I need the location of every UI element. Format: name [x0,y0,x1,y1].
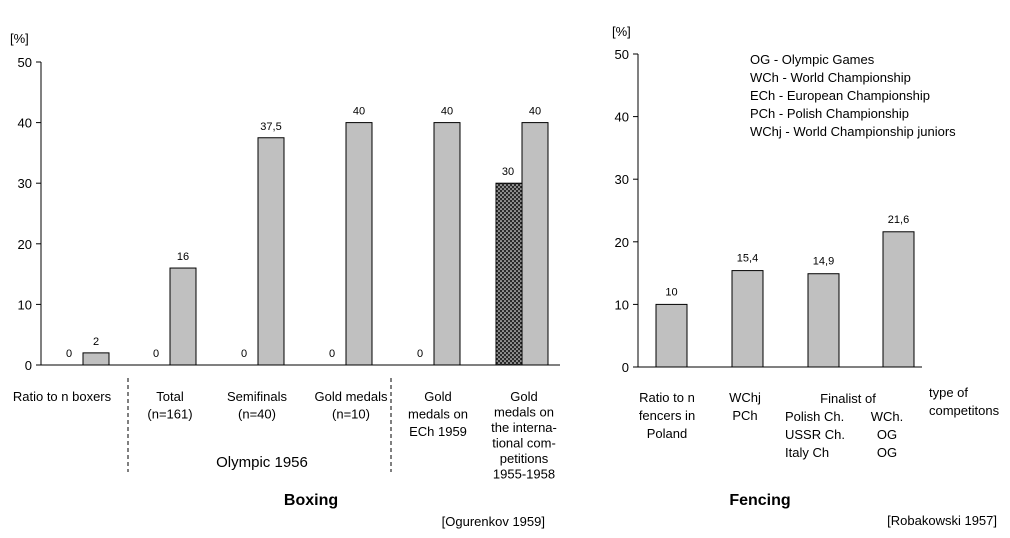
data-label: 0 [417,348,423,360]
bar-series2 [169,267,197,366]
y-tick-label: 20 [18,237,32,252]
x-tick-label: Poland [647,426,687,441]
legend-entry: OG - Olympic Games [750,52,875,67]
x-tick-label: fencers in [639,408,695,423]
bar-series1 [495,182,523,366]
x-tick-label: the interna- [491,420,557,435]
x-tick-label: OG [877,445,897,460]
y-tick-label: 10 [18,297,32,312]
y-axis-label: [%] [10,31,29,46]
x-tick-label: Gold medals [315,389,388,404]
y-tick-label: 0 [25,358,32,373]
bar [807,273,840,368]
y-tick-label: 40 [615,110,629,125]
x-tick-label: 1955-1958 [493,467,555,482]
bar-series2 [82,352,110,366]
x-tick-label: medals on [408,407,468,422]
x-tick-label: Semifinals [227,389,287,404]
legend-entry: ECh - European Championship [750,88,930,103]
data-label: 0 [329,348,335,360]
data-label: 14,9 [813,256,834,268]
data-label: 30 [502,166,514,178]
x-tick-label: (n=161) [147,407,192,422]
y-tick-label: 50 [18,55,32,70]
source-citation: [Robakowski 1957] [887,513,997,528]
data-label: 16 [177,251,189,263]
bar-series2 [345,122,373,366]
x-axis-label: type of [929,385,968,400]
x-tick-label: Gold [424,389,451,404]
data-label: 15,4 [737,253,758,265]
bar-series2 [521,122,549,366]
source-citation: [Ogurenkov 1959] [442,514,545,529]
x-tick-label: medals on [494,405,554,420]
legend-entry: WCh - World Championship [750,70,911,85]
x-tick-label: Ratio to n boxers [13,389,112,404]
x-tick-label: WChj [729,390,761,405]
x-tick-label: (n=10) [332,407,370,422]
y-tick-label: 20 [615,235,629,250]
data-label: 0 [241,348,247,360]
x-tick-label: Ratio to n [639,390,695,405]
data-label: 0 [153,348,159,360]
y-tick-label: 50 [615,47,629,62]
legend-entry: PCh - Polish Championship [750,106,909,121]
x-tick-label: Italy Ch [785,445,829,460]
chart-title: Fencing [729,492,790,509]
data-label: 37,5 [260,121,281,133]
legend-entry: WChj - World Championship juniors [750,124,956,139]
y-tick-label: 0 [622,360,629,375]
x-tick-label: Total [156,389,184,404]
x-tick-label: petitions [500,451,549,466]
x-axis-label: competitons [929,403,1000,418]
y-tick-label: 10 [615,297,629,312]
x-tick-label: ECh 1959 [409,424,467,439]
y-axis-label: [%] [612,24,631,39]
data-label: 21,6 [888,214,909,226]
group-label: Finalist of [820,391,876,406]
y-tick-label: 40 [18,116,32,131]
x-tick-label: Polish Ch. [785,409,844,424]
bar [731,270,764,368]
x-tick-label: tional com- [492,436,556,451]
data-label: 40 [353,106,365,118]
group-label: Olympic 1956 [216,454,308,471]
bar [882,231,915,368]
bar [655,303,688,368]
x-tick-label: Gold [510,389,537,404]
data-label: 2 [93,336,99,348]
y-tick-label: 30 [18,176,32,191]
bar-series2 [257,137,285,366]
data-label: 40 [441,106,453,118]
data-label: 40 [529,106,541,118]
y-tick-label: 30 [615,172,629,187]
x-tick-label: (n=40) [238,407,276,422]
data-label: 10 [665,286,677,298]
x-tick-label: WCh. [871,409,904,424]
x-tick-label: OG [877,427,897,442]
chart-title: Boxing [284,492,338,509]
data-label: 0 [66,348,72,360]
x-tick-label: PCh [732,408,757,423]
bar-series2 [433,122,461,366]
x-tick-label: USSR Ch. [785,427,845,442]
